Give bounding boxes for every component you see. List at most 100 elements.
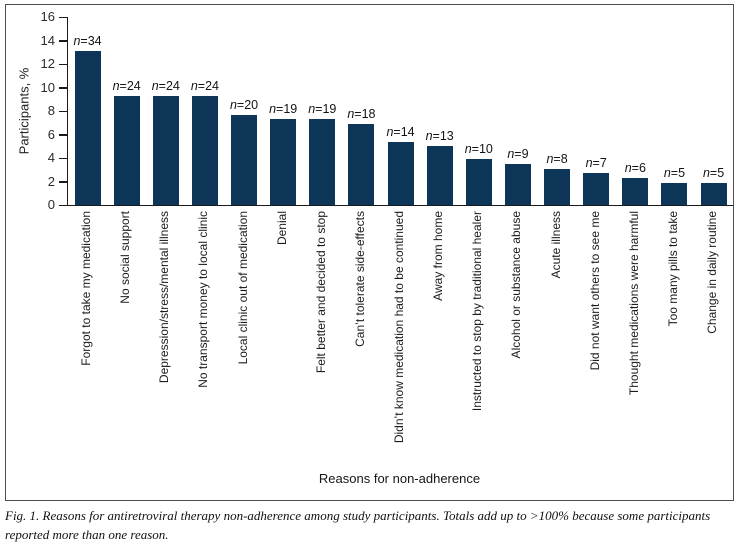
category-label: Thought medications were harmful: [626, 211, 641, 396]
y-tick-label: 14: [40, 32, 55, 48]
bar: [191, 95, 218, 205]
y-tick-label: 4: [47, 150, 55, 165]
bar: [544, 168, 571, 205]
y-axis-title: Participants, %: [16, 67, 32, 155]
bar: [231, 114, 258, 205]
category-slot: Too many pills to take: [654, 211, 693, 465]
plot-area: 0 2 4 6 8 10 12 14 16 n=34 n=24 n=24 n=24 n=20 n=19 n=…: [41, 9, 733, 212]
bar: [152, 95, 179, 205]
category-label: Change in daily routine: [705, 211, 720, 334]
bar: [426, 146, 453, 205]
bar: [113, 95, 140, 205]
category-label: Didn’t know medication had to be continu…: [392, 211, 407, 444]
y-tick: [59, 110, 67, 112]
bar-value-label: n=6: [624, 160, 646, 175]
category-label: Acute illness: [548, 211, 563, 279]
bar: [74, 51, 101, 205]
bar-value-label: n=7: [585, 156, 607, 171]
bar: [700, 182, 727, 205]
category-slot: Didn’t know medication had to be continu…: [380, 211, 419, 465]
category-label: Local clinic out of medication: [235, 211, 250, 365]
bar-value-label: n=10: [464, 142, 493, 157]
bar-slot: n=6: [616, 161, 655, 205]
bar-series: n=34 n=24 n=24 n=24 n=20 n=19 n=19 n=18 n=14 n=13…: [68, 17, 733, 205]
bar: [270, 119, 297, 205]
category-label: Away from home: [431, 211, 446, 301]
y-tick: [59, 204, 67, 206]
bar: [348, 123, 375, 205]
category-slot: Felt better and decided to stop: [302, 211, 341, 465]
category-label: Denial: [274, 211, 289, 246]
category-slot: Alcohol or substance abuse: [497, 211, 536, 465]
category-label: Forgot to take my medication: [79, 211, 94, 366]
y-tick: [59, 181, 67, 183]
category-slot: Away from home: [419, 211, 458, 465]
category-slot: Acute illness: [537, 211, 576, 465]
bar-slot: n=9: [498, 147, 537, 205]
bar-slot: n=19: [303, 102, 342, 205]
y-tick: [59, 16, 67, 18]
bar: [387, 141, 414, 205]
bar: [583, 173, 610, 205]
bar-slot: n=24: [185, 79, 224, 205]
bar-slot: n=14: [381, 125, 420, 205]
category-slot: Depression/stress/mental illness: [145, 211, 184, 465]
bar-value-label: n=14: [386, 124, 415, 139]
category-label: Depression/stress/mental illness: [157, 211, 172, 384]
y-tick-label: 0: [47, 197, 55, 212]
bar-value-label: n=13: [425, 129, 454, 144]
bar: [465, 159, 492, 205]
bar-value-label: n=24: [151, 78, 180, 93]
x-axis-labels: Forgot to take my medication No social su…: [67, 211, 732, 465]
category-label: Instructed to stop by traditional healer: [470, 211, 485, 412]
bar-value-label: n=19: [308, 102, 337, 117]
bar-slot: n=7: [577, 156, 616, 205]
bar-slot: n=10: [459, 142, 498, 205]
category-label: Too many pills to take: [665, 211, 680, 327]
category-label: Felt better and decided to stop: [313, 211, 328, 374]
category-slot: Local clinic out of medication: [224, 211, 263, 465]
y-tick: [59, 63, 67, 65]
bar-slot: n=5: [694, 166, 733, 205]
category-label: Can’t tolerate side-effects: [352, 211, 367, 347]
bar-slot: n=13: [420, 129, 459, 205]
chart-panel: Participants, % 0 2 4 6 8 10 12 14 16 n=34 n=24 n=…: [5, 4, 734, 501]
bar-slot: n=24: [107, 79, 146, 205]
bar-value-label: n=5: [702, 165, 725, 180]
y-tick: [59, 157, 67, 159]
x-axis-title: Reasons for non-adherence: [318, 471, 481, 486]
bar-slot: n=19: [264, 102, 303, 205]
bar-value-label: n=34: [73, 34, 102, 49]
bar-value-label: n=24: [190, 78, 220, 93]
bar-value-label: n=20: [229, 97, 259, 112]
category-slot: No transport money to local clinic: [184, 211, 223, 465]
category-slot: Thought medications were harmful: [615, 211, 654, 465]
figure-caption: Fig. 1. Reasons for antiretroviral thera…: [5, 508, 711, 542]
bar-slot: n=24: [146, 79, 185, 205]
y-tick-label: 16: [40, 9, 55, 24]
y-tick: [59, 40, 67, 42]
bar-value-label: n=8: [546, 151, 568, 166]
category-slot: Denial: [263, 211, 302, 465]
bar-slot: n=20: [225, 98, 264, 205]
y-tick-label: 8: [47, 103, 55, 118]
category-slot: No social support: [106, 211, 145, 465]
bar-slot: n=5: [655, 166, 694, 205]
bar-slot: n=8: [538, 152, 577, 205]
bar-slot: n=34: [68, 34, 107, 205]
bar-value-label: n=9: [507, 146, 529, 161]
bar-slot: n=18: [342, 107, 381, 205]
category-slot: Instructed to stop by traditional healer: [458, 211, 497, 465]
bar-value-label: n=19: [269, 102, 298, 117]
category-slot: Did not want others to see me: [576, 211, 615, 465]
category-label: No social support: [118, 211, 133, 304]
bar: [504, 163, 531, 205]
bar: [309, 119, 336, 205]
bar: [622, 177, 649, 205]
category-slot: Change in daily routine: [693, 211, 732, 465]
y-tick: [59, 87, 67, 89]
bar-value-label: n=24: [112, 78, 141, 93]
y-tick-label: 12: [40, 56, 55, 71]
bar-value-label: n=5: [663, 165, 686, 180]
